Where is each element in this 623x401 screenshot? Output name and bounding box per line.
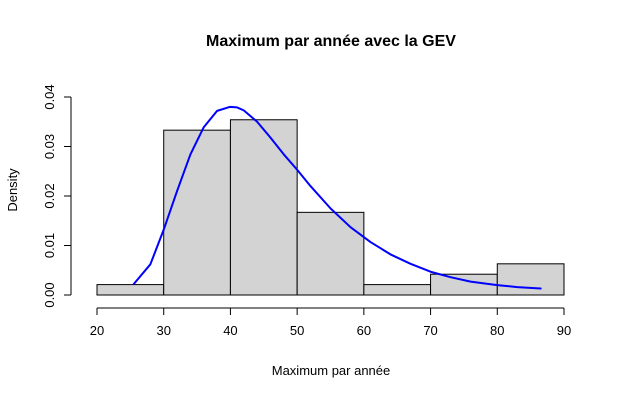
x-tick-label-0: 20 (90, 323, 104, 338)
x-tick-label-3: 50 (290, 323, 304, 338)
chart-title: Maximum par année avec la GEV (206, 33, 456, 50)
histogram-bar-3 (296, 211, 365, 296)
histogram-bar-2 (229, 119, 298, 296)
x-axis-label: Maximum par année (272, 363, 391, 378)
gev-density-curve (132, 105, 542, 290)
y-tick-label-3: 0.03 (42, 134, 57, 159)
y-tick-label-2: 0.02 (42, 183, 57, 208)
x-axis: 20 30 40 50 60 70 80 90 (90, 307, 571, 338)
histogram-bars (96, 119, 565, 296)
x-tick-label-7: 90 (557, 323, 571, 338)
histogram-bar-0 (96, 284, 165, 296)
y-tick-label-4: 0.04 (42, 84, 57, 109)
histogram-bar-1 (163, 129, 231, 296)
y-tick-label-1: 0.01 (42, 233, 57, 258)
x-tick-label-2: 40 (223, 323, 237, 338)
y-tick-label-0: 0.00 (42, 282, 57, 307)
histogram-bar-4 (363, 284, 432, 296)
y-axis: 0.00 0.01 0.02 0.03 0.04 (42, 84, 72, 308)
x-tick-label-4: 60 (357, 323, 371, 338)
x-tick-label-6: 80 (490, 323, 504, 338)
x-tick-label-1: 30 (156, 323, 170, 338)
gev-curve-line (132, 105, 542, 290)
x-tick-label-5: 70 (423, 323, 437, 338)
histogram-bar-6 (496, 263, 565, 296)
y-axis-label: Density (5, 168, 20, 212)
